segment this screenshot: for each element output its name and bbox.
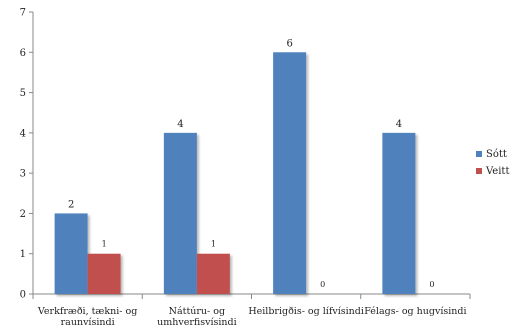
- bar-veitt: [196, 253, 230, 294]
- category-label: Náttúru- og: [169, 306, 225, 317]
- legend-label: Veitt: [485, 166, 509, 177]
- y-tick-label: 3: [20, 169, 26, 180]
- category-label: raunvísindi: [61, 317, 115, 328]
- y-tick-label: 2: [20, 209, 26, 220]
- y-tick-label: 4: [20, 128, 26, 139]
- bar-sott: [382, 132, 416, 294]
- y-tick-label: 7: [20, 8, 26, 19]
- category-label: Heilbrigðis- og lífvísindi: [248, 306, 364, 317]
- legend-swatch: [476, 151, 482, 157]
- data-labels: 2 1 4 1 6 0 4 0: [68, 38, 434, 289]
- category-label: Verkfræði, tækni- og: [37, 306, 137, 317]
- legend: Sótt Veitt: [476, 149, 509, 177]
- category-label: Félags- og hugvísindi: [364, 306, 466, 317]
- data-label: 2: [68, 199, 74, 210]
- data-label: 0: [429, 280, 434, 289]
- y-tick-label: 0: [20, 290, 26, 301]
- y-tick-label: 6: [20, 48, 26, 59]
- y-tick-label: 5: [20, 88, 26, 99]
- bar-sott: [54, 213, 88, 294]
- bar-sott: [273, 52, 307, 295]
- bar-sott: [163, 132, 197, 294]
- data-label: 1: [102, 240, 107, 249]
- bars: [54, 52, 416, 295]
- data-label: 4: [177, 119, 183, 130]
- bar-veitt: [87, 253, 121, 294]
- data-label: 4: [396, 119, 402, 130]
- legend-label: Sótt: [486, 149, 507, 160]
- data-label: 0: [320, 280, 325, 289]
- data-label: 1: [211, 240, 216, 249]
- legend-swatch: [476, 168, 482, 174]
- data-label: 6: [286, 38, 292, 49]
- y-tick-label: 1: [20, 249, 26, 260]
- category-label: umhverfisvísindi: [157, 317, 237, 328]
